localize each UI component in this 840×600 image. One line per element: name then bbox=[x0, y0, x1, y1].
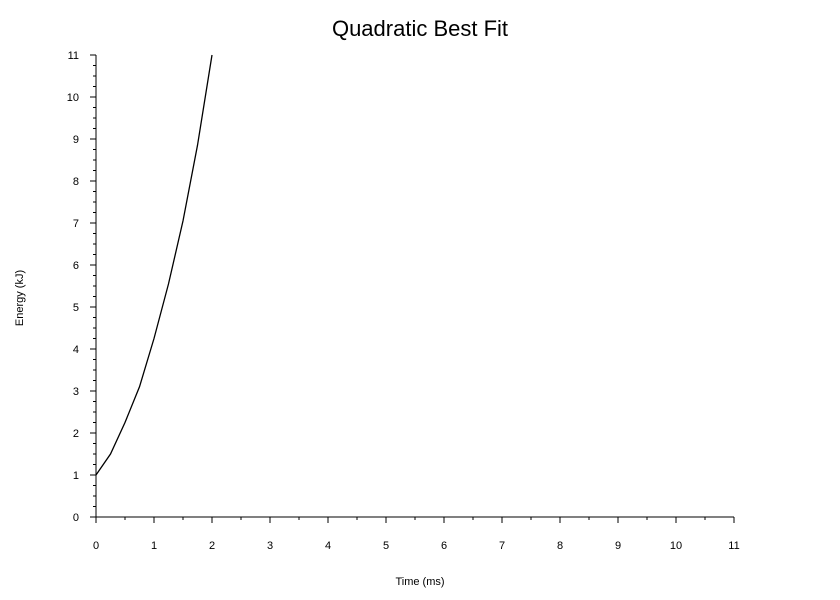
x-tick-label: 6 bbox=[441, 540, 447, 552]
y-tick-label: 3 bbox=[73, 386, 79, 398]
y-tick-label: 6 bbox=[73, 260, 79, 272]
y-tick-label: 9 bbox=[73, 134, 79, 146]
x-tick-label: 0 bbox=[93, 540, 99, 552]
x-axis-label: Time (ms) bbox=[395, 576, 445, 588]
chart-title: Quadratic Best Fit bbox=[331, 16, 509, 41]
x-tick-label: 9 bbox=[615, 540, 621, 552]
y-tick-label: 8 bbox=[73, 176, 79, 188]
y-axis-label: Energy (kJ) bbox=[14, 269, 26, 327]
x-tick-label: 5 bbox=[383, 540, 389, 552]
y-tick-label: 2 bbox=[73, 428, 79, 440]
y-tick-label: 1 bbox=[73, 470, 79, 482]
x-tick-label: 7 bbox=[499, 540, 505, 552]
y-tick-label: 10 bbox=[67, 92, 79, 104]
y-tick-label: 0 bbox=[73, 512, 79, 524]
x-tick-label: 11 bbox=[728, 540, 739, 552]
y-tick-label: 5 bbox=[73, 302, 79, 314]
x-tick-label: 1 bbox=[151, 540, 157, 552]
x-tick-label: 4 bbox=[325, 540, 331, 552]
x-tick-label: 10 bbox=[670, 540, 682, 552]
x-tick-label: 8 bbox=[557, 540, 563, 552]
series-line bbox=[95, 54, 213, 476]
x-tick-label: 3 bbox=[267, 540, 273, 552]
y-tick-label: 4 bbox=[73, 344, 79, 356]
y-tick-label: 11 bbox=[68, 50, 79, 62]
y-tick-label: 7 bbox=[73, 218, 79, 230]
x-tick-label: 2 bbox=[209, 540, 215, 552]
